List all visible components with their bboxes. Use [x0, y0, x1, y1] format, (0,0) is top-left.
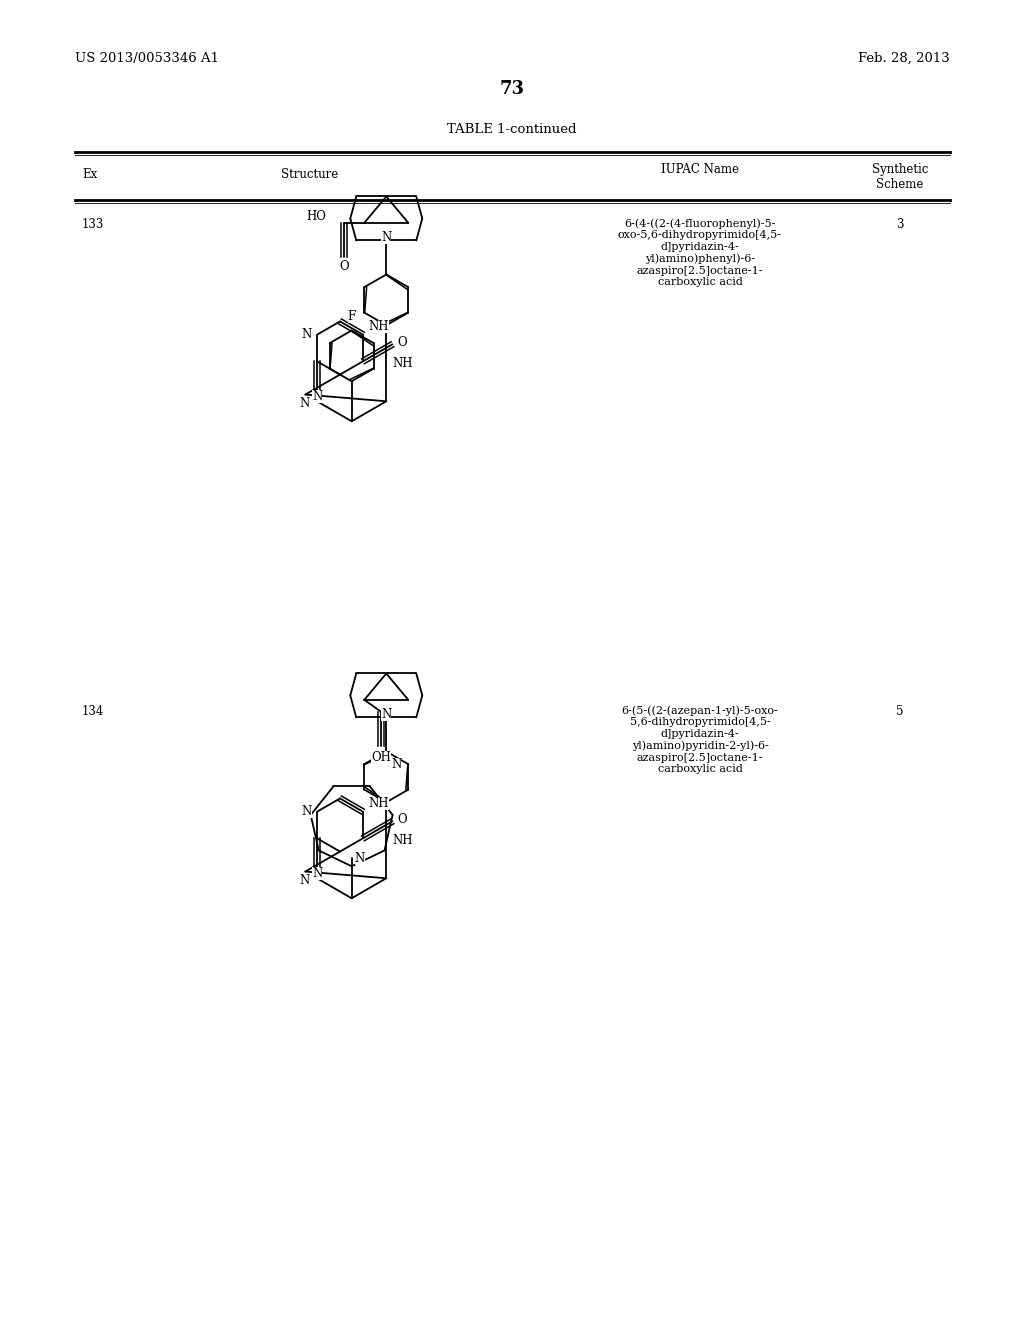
- Text: NH: NH: [392, 834, 413, 846]
- Text: OH: OH: [372, 751, 391, 764]
- Text: N: N: [300, 874, 310, 887]
- Text: N: N: [300, 397, 310, 409]
- Text: N: N: [381, 708, 391, 721]
- Text: 133: 133: [82, 218, 104, 231]
- Text: N: N: [302, 329, 312, 342]
- Text: TABLE 1-continued: TABLE 1-continued: [447, 123, 577, 136]
- Text: 6-(5-((2-(azepan-1-yl)-5-oxo-
5,6-dihydropyrimido[4,5-
d]pyridazin-4-
yl)amino)p: 6-(5-((2-(azepan-1-yl)-5-oxo- 5,6-dihydr…: [622, 705, 778, 775]
- Text: N: N: [381, 231, 391, 244]
- Text: HO: HO: [306, 210, 327, 223]
- Text: 3: 3: [896, 218, 904, 231]
- Text: US 2013/0053346 A1: US 2013/0053346 A1: [75, 51, 219, 65]
- Text: 5: 5: [896, 705, 904, 718]
- Text: O: O: [397, 335, 408, 348]
- Text: 73: 73: [500, 81, 524, 98]
- Text: Synthetic: Synthetic: [871, 162, 928, 176]
- Text: Structure: Structure: [282, 168, 339, 181]
- Text: O: O: [340, 260, 349, 273]
- Text: N: N: [312, 389, 323, 403]
- Text: Feb. 28, 2013: Feb. 28, 2013: [858, 51, 950, 65]
- Text: NH: NH: [369, 797, 389, 810]
- Text: NH: NH: [392, 356, 413, 370]
- Text: NH: NH: [369, 321, 389, 333]
- Text: IUPAC Name: IUPAC Name: [662, 162, 739, 176]
- Text: N: N: [302, 805, 312, 818]
- Text: N: N: [312, 867, 323, 880]
- Text: 6-(4-((2-(4-fluorophenyl)-5-
oxo-5,6-dihydropyrimido[4,5-
d]pyridazin-4-
yl)amin: 6-(4-((2-(4-fluorophenyl)-5- oxo-5,6-dih…: [618, 218, 782, 288]
- Text: Scheme: Scheme: [877, 178, 924, 191]
- Text: N: N: [391, 758, 401, 771]
- Text: O: O: [397, 813, 408, 826]
- Text: Ex: Ex: [82, 168, 97, 181]
- Text: N: N: [354, 851, 365, 865]
- Text: F: F: [347, 310, 355, 323]
- Text: 134: 134: [82, 705, 104, 718]
